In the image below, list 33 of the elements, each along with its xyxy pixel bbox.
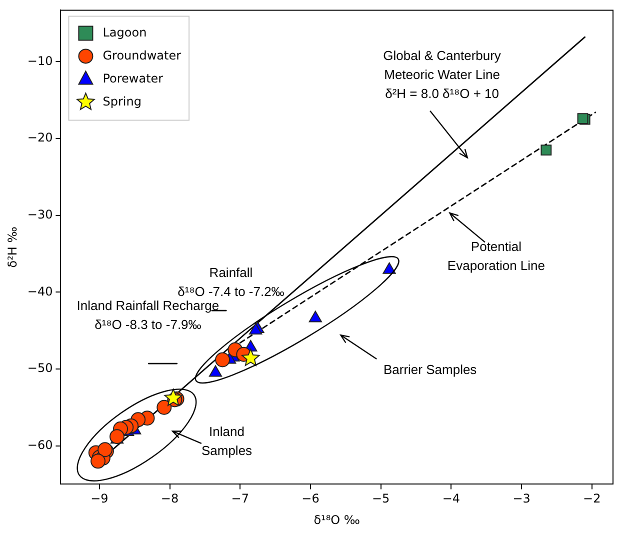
point <box>156 400 172 415</box>
point <box>164 388 182 406</box>
point <box>242 348 260 366</box>
y-tick-label: −30 <box>27 207 53 222</box>
x-tick-label: −9 <box>90 492 108 506</box>
annotation: Inland Samples <box>201 424 253 458</box>
y-tick-label: −20 <box>27 130 53 145</box>
legend-label: Lagoon <box>102 25 147 40</box>
y-tick-label: −60 <box>27 438 53 452</box>
point <box>540 144 552 156</box>
x-tick-label: −3 <box>512 492 530 506</box>
x-tick-label: −4 <box>442 492 460 506</box>
annotation: Barrier Samples <box>383 362 478 378</box>
annotation: Potential Evaporation Line <box>447 238 545 273</box>
x-tick-label: −8 <box>160 492 179 506</box>
point <box>90 454 106 469</box>
x-axis-title: δ¹⁸O ‰ <box>314 512 360 527</box>
legend-label: Spring <box>102 94 142 108</box>
annotation: Rainfall δ¹⁸O -7.4 to -7.2‰ <box>178 265 284 299</box>
annotation: Global & Canterbury Meteoric Water Line δ²H = 8.0 δ¹⁸O + 10 <box>383 48 502 102</box>
legend-label: Porewater <box>102 71 164 86</box>
legend-label: Groundwater <box>102 48 182 62</box>
y-axis-title: δ²H ‰ <box>5 226 20 268</box>
x-tick-label: −5 <box>372 492 390 506</box>
x-tick-label: −2 <box>583 492 601 506</box>
y-tick-label: −50 <box>27 361 53 376</box>
y-tick-label: −40 <box>27 284 53 298</box>
point <box>215 352 230 368</box>
x-tick-label: −7 <box>231 492 249 506</box>
annotation: Inland Rainfall Recharge δ¹⁸O -8.3 to -7.9‰ <box>76 298 220 332</box>
x-tick-label: −6 <box>302 492 320 506</box>
y-tick-label: −10 <box>27 54 53 68</box>
point <box>110 429 125 444</box>
